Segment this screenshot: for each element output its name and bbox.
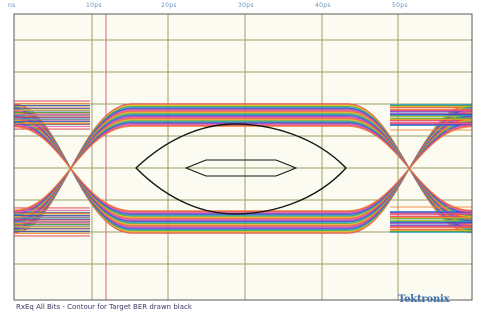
ber-contour — [134, 123, 347, 215]
tektronix-logo: Tektronix — [398, 294, 450, 305]
contour-outer — [134, 123, 347, 215]
graticule-grid — [14, 14, 472, 300]
eye-trace-150 — [13, 126, 473, 212]
plot-background — [14, 14, 472, 300]
plot-frame — [13, 13, 473, 301]
caption-text: RxEq All Bits - Contour for Target BER d… — [16, 303, 192, 311]
tick-label-1: 10ps — [86, 2, 102, 9]
contour-inner — [184, 159, 298, 177]
tick-label-3: 30ps — [238, 2, 254, 9]
tick-label-2: 20ps — [161, 2, 177, 9]
tick-label-4: 40ps — [315, 2, 331, 9]
eye-trace-151 — [13, 125, 473, 211]
tick-label-0: ns — [8, 2, 16, 9]
tick-label-5: 50ps — [392, 2, 408, 9]
